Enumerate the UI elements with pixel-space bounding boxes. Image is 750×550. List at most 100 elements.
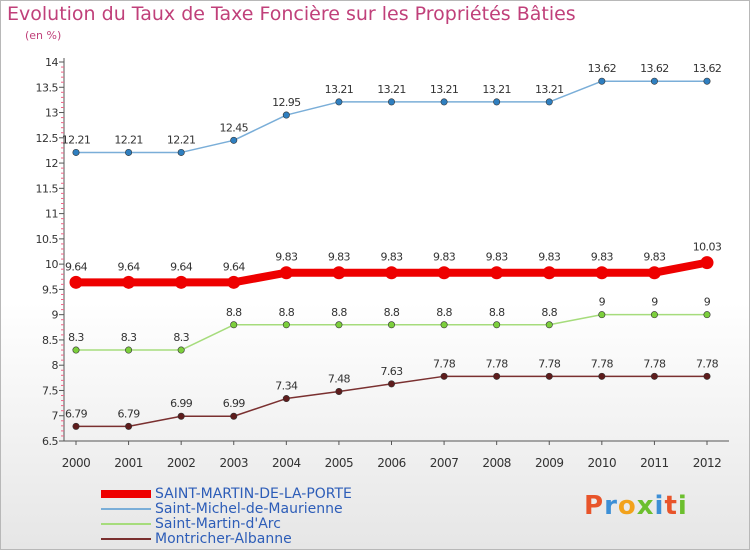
data-label: 6.99 xyxy=(170,397,193,410)
y-tick-label: 8 xyxy=(52,359,59,372)
data-point xyxy=(125,422,133,430)
data-point xyxy=(490,266,504,280)
data-label: 9.83 xyxy=(643,251,666,264)
data-point xyxy=(230,321,238,329)
data-label: 8.3 xyxy=(173,331,189,344)
data-label: 12.21 xyxy=(114,133,143,146)
data-point xyxy=(700,256,714,270)
data-label: 9.83 xyxy=(380,251,403,264)
data-label: 9.64 xyxy=(118,260,141,273)
data-label: 12.21 xyxy=(62,133,91,146)
data-point xyxy=(440,372,448,380)
data-label: 8.8 xyxy=(331,306,347,319)
data-point xyxy=(177,412,185,420)
x-tick-label: 2007 xyxy=(430,456,459,470)
data-label: 13.21 xyxy=(325,83,354,96)
x-tick-label: 2003 xyxy=(219,456,248,470)
y-tick-label: 10 xyxy=(45,258,58,271)
data-label: 13.62 xyxy=(693,62,722,75)
data-label: 13.21 xyxy=(377,83,406,96)
data-label: 12.21 xyxy=(167,133,196,146)
data-point xyxy=(595,266,609,280)
data-label: 12.95 xyxy=(272,96,301,109)
data-label: 13.62 xyxy=(640,62,669,75)
legend-swatch xyxy=(101,490,151,498)
data-point xyxy=(598,311,606,319)
proxiti-logo: Proxiti xyxy=(584,491,688,521)
data-point xyxy=(72,422,80,430)
x-tick-label: 2010 xyxy=(588,456,617,470)
y-tick-label: 10.5 xyxy=(36,233,59,246)
legend-label: Saint-Martin-d'Arc xyxy=(155,516,281,532)
legend-swatch xyxy=(101,508,151,510)
data-label: 10.03 xyxy=(693,241,722,254)
logo-letter: P xyxy=(584,491,605,521)
data-label: 8.8 xyxy=(226,306,242,319)
data-point xyxy=(437,266,451,280)
data-label: 13.62 xyxy=(588,62,617,75)
data-point xyxy=(230,136,238,144)
data-label: 12.45 xyxy=(220,121,249,134)
data-point xyxy=(385,266,398,280)
data-point xyxy=(545,321,553,329)
data-label: 7.78 xyxy=(486,357,509,370)
y-tick-label: 8.5 xyxy=(42,334,58,347)
data-point xyxy=(332,266,346,280)
x-tick-label: 2006 xyxy=(377,456,406,470)
logo-letter: r xyxy=(604,491,618,521)
data-label: 8.3 xyxy=(121,331,137,344)
y-tick-label: 11.5 xyxy=(36,182,59,195)
data-point xyxy=(542,266,556,280)
legend-label: Saint-Michel-de-Maurienne xyxy=(155,501,343,517)
data-label: 9.83 xyxy=(433,251,456,264)
data-label: 8.8 xyxy=(278,306,294,319)
data-point xyxy=(493,372,501,380)
legend-label: SAINT-MARTIN-DE-LA-PORTE xyxy=(155,486,352,502)
data-point xyxy=(650,311,658,319)
data-label: 7.78 xyxy=(696,357,719,370)
data-label: 13.21 xyxy=(482,83,511,96)
logo-letter: t xyxy=(664,491,678,521)
y-tick-label: 6.5 xyxy=(42,435,58,448)
data-label: 13.21 xyxy=(430,83,459,96)
x-tick-label: 2008 xyxy=(482,456,511,470)
data-label: 9.83 xyxy=(328,251,351,264)
x-tick-label: 2009 xyxy=(535,456,564,470)
data-point xyxy=(125,346,133,354)
data-label: 9 xyxy=(599,296,606,309)
data-point xyxy=(650,372,658,380)
data-point xyxy=(545,372,553,380)
data-point xyxy=(177,346,185,354)
data-label: 7.78 xyxy=(591,357,614,370)
data-point xyxy=(279,266,293,280)
data-label: 9 xyxy=(651,296,658,309)
data-point xyxy=(387,380,395,388)
data-point xyxy=(545,98,553,106)
data-point xyxy=(387,321,395,329)
data-label: 9.83 xyxy=(275,251,298,264)
data-point xyxy=(598,77,606,85)
data-point xyxy=(703,372,711,380)
data-label: 6.79 xyxy=(118,407,141,420)
x-tick-label: 2002 xyxy=(167,456,196,470)
data-label: 7.48 xyxy=(328,372,351,385)
data-label: 9.64 xyxy=(170,260,193,273)
data-point xyxy=(703,311,711,319)
x-tick-label: 2011 xyxy=(640,456,669,470)
data-point xyxy=(230,412,238,420)
data-point xyxy=(440,98,448,106)
data-point xyxy=(122,275,136,289)
x-tick-label: 2005 xyxy=(325,456,354,470)
chart-title: Evolution du Taux de Taxe Foncière sur l… xyxy=(7,3,576,25)
x-tick-label: 2001 xyxy=(114,456,143,470)
data-point xyxy=(440,321,448,329)
data-label: 9.83 xyxy=(591,251,614,264)
data-label: 7.78 xyxy=(433,357,456,370)
data-label: 9.83 xyxy=(538,251,561,264)
logo-letter: i xyxy=(677,491,688,521)
data-label: 7.78 xyxy=(538,357,561,370)
y-tick-label: 7 xyxy=(52,410,59,423)
y-tick-label: 12 xyxy=(45,157,58,170)
data-point xyxy=(282,395,290,403)
